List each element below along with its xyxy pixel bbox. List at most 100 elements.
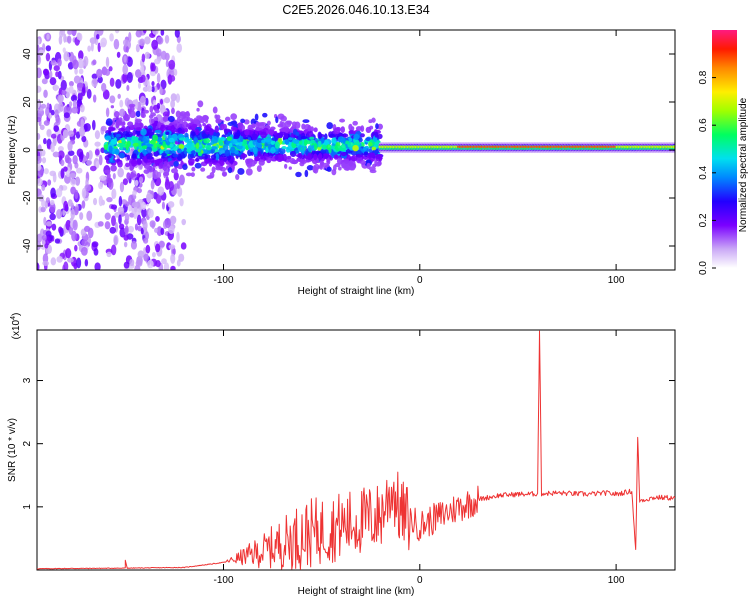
snr-y-label: SNR (10 * v/v) <box>7 418 18 482</box>
colorbar-ticks: 0.0 0.2 0.4 0.6 0.8 <box>698 70 716 275</box>
spectrogram-cell <box>157 186 165 196</box>
spectrogram-cell <box>69 173 77 179</box>
spectrogram-cell <box>295 150 300 154</box>
spectrogram-cell <box>106 172 111 180</box>
spectrogram-cell <box>132 129 137 136</box>
spectrogram-cell <box>43 68 49 75</box>
spectrogram-cell <box>326 166 332 172</box>
spectrogram-cell <box>119 108 126 118</box>
spectrogram-cell <box>174 30 180 38</box>
spectrogram-cell <box>155 259 161 268</box>
spectrogram-cell <box>135 43 140 53</box>
spectrogram-cell <box>109 95 116 104</box>
spectrogram-cell <box>163 115 170 122</box>
spectrogram-cell <box>167 201 175 208</box>
spectrogram-cell <box>253 146 258 155</box>
spectrogram-cell <box>269 126 276 131</box>
spectrogram-cell <box>138 176 144 184</box>
spectrogram-cell <box>208 127 214 136</box>
spectrogram-cell <box>46 33 50 40</box>
spectrogram-cell <box>348 123 353 131</box>
spectrogram-cell <box>90 165 97 172</box>
spectrogram-cell <box>261 139 266 144</box>
spectrogram-cell <box>179 197 184 207</box>
spectrogram-cell <box>196 107 200 112</box>
snr-scale-note: (x104) <box>10 313 22 340</box>
spectrogram-cell <box>141 207 147 218</box>
spectrogram-cell <box>236 129 241 138</box>
spectrogram-cell <box>352 120 358 126</box>
spectrogram-cell <box>183 147 188 155</box>
spectrogram-cell <box>307 124 312 132</box>
spectrogram-cell <box>72 154 78 165</box>
spectrogram-cell <box>313 153 318 161</box>
spectrogram-cell <box>160 227 165 236</box>
spectrogram-cell <box>184 132 189 139</box>
spectrogram-cell <box>355 126 363 131</box>
spectrogram-cell <box>307 145 313 152</box>
spectrogram-cell <box>89 37 97 45</box>
spectrogram-cell <box>67 106 73 115</box>
spectrogram-cell <box>41 78 48 85</box>
spectrogram-cell <box>53 84 59 92</box>
spectrogram-cell <box>70 202 74 210</box>
spectrogram-cell <box>322 144 327 150</box>
spectrogram-cell <box>155 193 162 204</box>
spectrogram-cell <box>132 136 140 144</box>
spectrogram-cell <box>128 103 136 108</box>
spectrogram-cell <box>112 188 117 199</box>
spectrogram-cell <box>97 221 104 227</box>
spectrogram-cell <box>156 136 163 143</box>
spectrogram-cell <box>144 51 150 60</box>
spectrogram-cell <box>326 122 334 130</box>
spectrogram-cell <box>63 166 68 172</box>
spectrogram-cell <box>241 124 246 131</box>
spectrogram-cell <box>49 202 56 213</box>
spectrogram-cell <box>135 118 143 123</box>
spectrogram-cell <box>300 135 308 140</box>
spectrogram-cell <box>151 80 155 87</box>
spectrogram-cell <box>60 168 65 179</box>
spectrogram-cell <box>334 162 341 168</box>
spectrogram-cell <box>104 212 111 221</box>
spectrogram-cell <box>68 80 74 87</box>
spectrogram-cell <box>353 133 360 141</box>
spectrogram-cell <box>151 251 156 258</box>
spectrogram-cell <box>366 162 371 170</box>
spectrogram-cell <box>163 171 170 177</box>
spectrogram-cell <box>167 115 175 123</box>
spectrogram-cell <box>347 137 353 143</box>
spectrogram-cell <box>159 161 164 169</box>
spectrogram-cell <box>123 234 129 241</box>
spectrogram-cell <box>146 146 153 154</box>
spectrogram-cell <box>168 59 176 70</box>
spectrogram-cell <box>76 167 83 174</box>
spectrogram-cell <box>40 103 47 109</box>
spectrogram-cell <box>360 133 365 138</box>
spectrogram-cell <box>193 119 199 126</box>
spectrogram-cell <box>256 165 262 173</box>
spectrogram-cell <box>67 257 74 263</box>
spectrogram-cell <box>65 248 72 259</box>
spectrogram-cell <box>318 140 322 148</box>
spectrogram-cell <box>181 153 186 159</box>
spectrogram-cell <box>124 212 130 222</box>
spectrogram-cell <box>37 133 41 140</box>
spectrogram-cell <box>375 123 379 130</box>
spectrogram-cell <box>164 217 171 229</box>
spectrogram-cell <box>240 118 246 124</box>
spectrogram-cell <box>79 126 86 137</box>
spectrogram-cell <box>126 140 131 147</box>
spectrogram-cell <box>306 165 314 171</box>
spectrogram-cell <box>266 120 271 126</box>
spectrogram-cell <box>78 68 84 75</box>
spectrogram-cell <box>41 184 46 191</box>
spectrogram-cell <box>81 239 88 247</box>
spectrogram-cell <box>175 93 181 103</box>
spectrogram-cell <box>237 168 245 175</box>
spectrogram-cell <box>206 175 214 179</box>
spectrogram-cell <box>51 223 57 231</box>
spectrogram-cell <box>45 45 51 52</box>
colorbar-gradient <box>712 30 737 268</box>
